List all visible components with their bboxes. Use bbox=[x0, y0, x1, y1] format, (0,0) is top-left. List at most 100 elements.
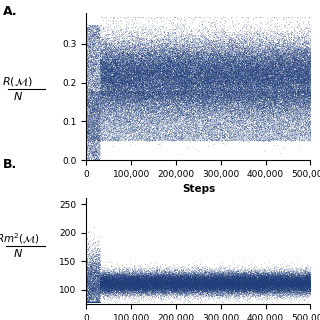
Point bbox=[194, 282, 199, 287]
Point bbox=[186, 56, 191, 61]
Point bbox=[262, 282, 267, 287]
Point bbox=[301, 278, 306, 284]
Point bbox=[292, 277, 297, 282]
Point bbox=[275, 91, 280, 96]
Point bbox=[126, 114, 131, 119]
Point bbox=[274, 284, 279, 289]
Point bbox=[104, 100, 109, 105]
Point bbox=[165, 102, 170, 107]
Point bbox=[239, 70, 244, 75]
Point bbox=[238, 276, 243, 281]
Point bbox=[231, 111, 236, 116]
Point bbox=[246, 82, 251, 87]
Point bbox=[208, 289, 213, 294]
Point bbox=[221, 78, 226, 83]
Point bbox=[307, 277, 312, 282]
Point bbox=[227, 106, 232, 111]
Point bbox=[182, 137, 187, 142]
Point bbox=[104, 278, 109, 283]
Point bbox=[198, 271, 203, 276]
Point bbox=[128, 96, 133, 101]
Point bbox=[88, 42, 93, 47]
Point bbox=[106, 64, 111, 69]
Point bbox=[260, 134, 265, 140]
Point bbox=[245, 283, 251, 288]
Point bbox=[281, 281, 286, 286]
Point bbox=[216, 282, 221, 287]
Point bbox=[215, 66, 220, 71]
Point bbox=[108, 283, 114, 288]
Point bbox=[149, 282, 154, 287]
Point bbox=[279, 67, 284, 72]
Point bbox=[225, 124, 230, 129]
Point bbox=[100, 282, 105, 287]
Point bbox=[237, 87, 242, 92]
Point bbox=[169, 281, 174, 286]
Point bbox=[242, 83, 247, 88]
Point bbox=[305, 105, 310, 110]
Point bbox=[155, 62, 160, 68]
Point bbox=[103, 72, 108, 77]
Point bbox=[222, 102, 227, 108]
Point bbox=[240, 104, 245, 109]
Point bbox=[222, 79, 227, 84]
Point bbox=[85, 156, 90, 161]
Point bbox=[118, 122, 123, 127]
Point bbox=[164, 50, 169, 55]
Point bbox=[306, 47, 311, 52]
Point bbox=[122, 281, 127, 286]
Point bbox=[221, 84, 226, 89]
Point bbox=[150, 90, 156, 95]
Point bbox=[186, 269, 191, 274]
Point bbox=[140, 41, 145, 46]
Point bbox=[281, 78, 286, 84]
Point bbox=[124, 73, 130, 78]
Point bbox=[298, 113, 303, 118]
Point bbox=[207, 284, 212, 290]
Point bbox=[188, 97, 193, 102]
Point bbox=[110, 279, 115, 284]
Point bbox=[297, 44, 302, 50]
Point bbox=[174, 56, 179, 61]
Point bbox=[114, 84, 119, 89]
Point bbox=[157, 279, 162, 284]
Point bbox=[190, 281, 195, 286]
Point bbox=[156, 54, 161, 59]
Point bbox=[204, 284, 209, 289]
Point bbox=[124, 69, 129, 74]
Point bbox=[127, 51, 132, 56]
Point bbox=[147, 71, 152, 76]
Point bbox=[209, 55, 214, 60]
Point bbox=[89, 107, 94, 112]
Point bbox=[195, 284, 200, 289]
Point bbox=[125, 104, 130, 109]
Point bbox=[288, 64, 293, 69]
Point bbox=[115, 135, 120, 140]
Point bbox=[180, 282, 185, 287]
Point bbox=[261, 281, 267, 286]
Point bbox=[120, 95, 125, 100]
Point bbox=[125, 278, 131, 283]
Point bbox=[130, 92, 135, 97]
Point bbox=[165, 87, 170, 92]
Point bbox=[174, 289, 180, 294]
Point bbox=[179, 57, 184, 62]
Point bbox=[141, 46, 146, 51]
Point bbox=[95, 298, 100, 303]
Point bbox=[217, 100, 222, 105]
Point bbox=[200, 284, 205, 289]
Point bbox=[287, 72, 292, 77]
Point bbox=[224, 280, 229, 285]
Point bbox=[139, 41, 144, 46]
Point bbox=[178, 70, 183, 76]
Point bbox=[212, 58, 217, 63]
Point bbox=[129, 130, 134, 135]
Point bbox=[249, 276, 254, 281]
Point bbox=[222, 280, 228, 285]
Point bbox=[232, 102, 237, 107]
Point bbox=[160, 279, 165, 284]
Point bbox=[123, 55, 128, 60]
Point bbox=[241, 68, 246, 73]
Point bbox=[121, 271, 126, 276]
Point bbox=[249, 76, 254, 81]
